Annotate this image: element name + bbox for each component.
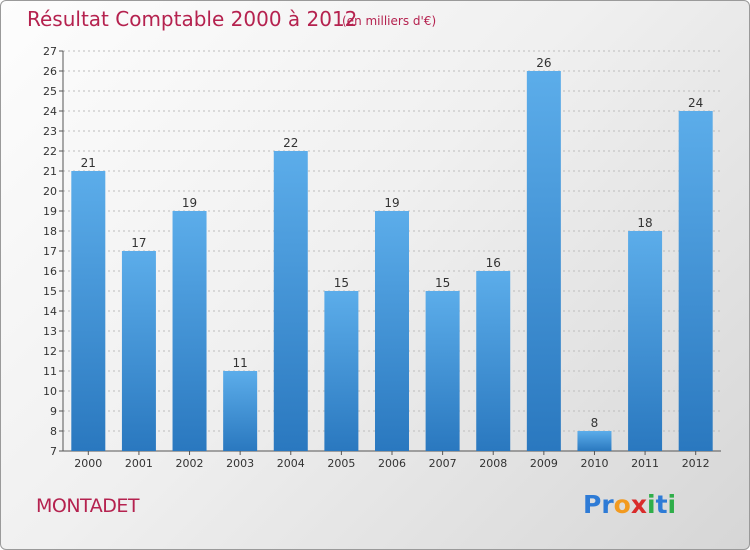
bar [476, 271, 511, 451]
logo-letter: o [613, 490, 631, 519]
y-tick-label: 14 [43, 305, 57, 318]
y-tick-label: 18 [43, 225, 57, 238]
y-tick-label: 27 [43, 45, 57, 58]
logo-letter: r [601, 490, 614, 519]
x-tick-label: 2005 [327, 457, 355, 470]
logo-letter: i [647, 490, 656, 519]
bar-value-label: 19 [384, 196, 399, 210]
x-tick-label: 2004 [277, 457, 305, 470]
y-tick-label: 26 [43, 65, 57, 78]
bar-value-label: 8 [591, 416, 599, 430]
y-tick-label: 21 [43, 165, 57, 178]
bar-value-label: 18 [637, 216, 652, 230]
bar [324, 291, 359, 451]
bar-value-label: 11 [233, 356, 248, 370]
x-tick-label: 2010 [580, 457, 608, 470]
bar [71, 171, 106, 451]
bar [526, 71, 561, 451]
city-name: MONTADET [36, 495, 139, 517]
y-tick-label: 10 [43, 385, 57, 398]
chart-title: Résultat Comptable 2000 à 2012 [27, 7, 358, 31]
x-tick-label: 2006 [378, 457, 406, 470]
y-tick-label: 9 [50, 405, 57, 418]
chart-subtitle: (en milliers d'€) [342, 14, 437, 28]
y-tick-label: 13 [43, 325, 57, 338]
x-tick-label: 2000 [74, 457, 102, 470]
bar-value-label: 26 [536, 56, 551, 70]
x-tick-label: 2007 [429, 457, 457, 470]
y-tick-label: 23 [43, 125, 57, 138]
x-tick-label: 2003 [226, 457, 254, 470]
x-tick-label: 2009 [530, 457, 558, 470]
bar-value-label: 17 [131, 236, 146, 250]
logo-letter: i [667, 490, 677, 519]
x-tick-label: 2008 [479, 457, 507, 470]
bar-value-label: 15 [334, 276, 349, 290]
y-tick-label: 24 [43, 105, 57, 118]
bar [121, 251, 156, 451]
proxiti-logo: Proxiti [583, 490, 676, 519]
y-tick-label: 16 [43, 265, 57, 278]
bar-value-label: 19 [182, 196, 197, 210]
bar-value-label: 15 [435, 276, 450, 290]
y-tick-label: 22 [43, 145, 57, 158]
x-tick-label: 2012 [682, 457, 710, 470]
bar [273, 151, 308, 451]
x-tick-label: 2011 [631, 457, 659, 470]
y-tick-label: 20 [43, 185, 57, 198]
bar [172, 211, 207, 451]
bar [375, 211, 409, 451]
y-tick-label: 25 [43, 85, 57, 98]
y-tick-label: 19 [43, 205, 57, 218]
logo-letter: P [583, 490, 602, 519]
y-tick-label: 17 [43, 245, 57, 258]
bar-value-label: 22 [283, 136, 298, 150]
logo-letter: t [655, 490, 668, 519]
bar-value-label: 16 [486, 256, 501, 270]
bar [678, 111, 713, 451]
logo-letter: x [630, 490, 647, 519]
y-tick-label: 15 [43, 285, 57, 298]
y-tick-label: 8 [50, 425, 57, 438]
bar [628, 231, 663, 451]
y-tick-label: 7 [50, 445, 57, 458]
bar-value-label: 21 [81, 156, 96, 170]
bar [223, 371, 258, 451]
x-tick-label: 2001 [125, 457, 153, 470]
x-tick-label: 2002 [176, 457, 204, 470]
y-tick-label: 12 [43, 345, 57, 358]
bar [577, 431, 612, 451]
bar-value-label: 24 [688, 96, 703, 110]
y-tick-label: 11 [43, 365, 57, 378]
bar [425, 291, 460, 451]
